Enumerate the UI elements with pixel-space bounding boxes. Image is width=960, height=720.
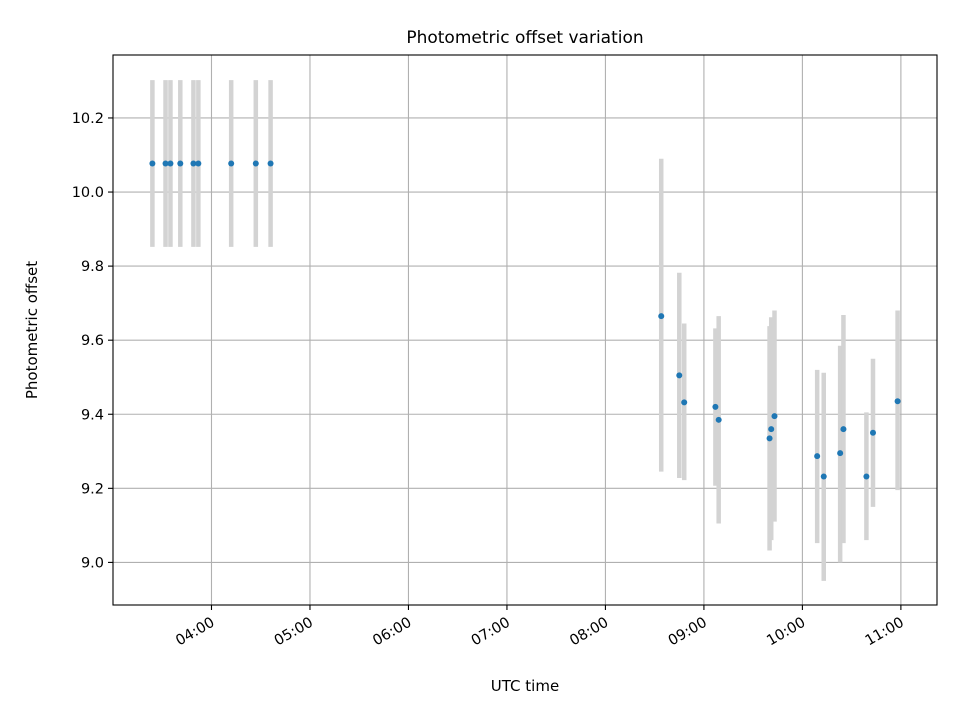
data-point bbox=[228, 160, 235, 167]
data-point bbox=[681, 399, 688, 406]
data-point bbox=[177, 160, 184, 167]
y-tick-label: 9.8 bbox=[81, 259, 104, 275]
x-axis-label: UTC time bbox=[491, 677, 559, 695]
data-point bbox=[771, 413, 778, 420]
data-point bbox=[814, 453, 821, 460]
y-tick-label: 9.6 bbox=[81, 333, 104, 349]
data-point bbox=[252, 160, 259, 167]
data-point bbox=[768, 426, 775, 433]
plot-area-background bbox=[113, 55, 937, 605]
data-point bbox=[162, 160, 169, 167]
data-point bbox=[190, 160, 197, 167]
y-axis-label: Photometric offset bbox=[23, 261, 41, 399]
y-tick-label: 10.2 bbox=[72, 111, 104, 127]
data-point bbox=[658, 313, 665, 320]
y-axis-ticks: 9.0 9.2 9.4 9.6 9.8 10.0 10.2 bbox=[72, 111, 113, 571]
grid-lines bbox=[113, 55, 937, 605]
y-tick-label: 9.2 bbox=[81, 481, 104, 497]
data-markers bbox=[149, 160, 901, 480]
data-point bbox=[267, 160, 274, 167]
data-point bbox=[894, 398, 901, 405]
data-point bbox=[676, 372, 683, 379]
data-point bbox=[840, 426, 847, 433]
data-point bbox=[167, 160, 174, 167]
data-point bbox=[712, 403, 719, 410]
plot-area-frame bbox=[112, 54, 938, 606]
data-point bbox=[149, 160, 156, 167]
data-point bbox=[766, 435, 773, 442]
y-tick-label: 9.4 bbox=[81, 407, 104, 423]
y-tick-label: 9.0 bbox=[81, 555, 104, 571]
data-point bbox=[837, 450, 844, 457]
data-point bbox=[715, 416, 722, 423]
data-point bbox=[869, 429, 876, 436]
chart-title: Photometric offset variation bbox=[406, 28, 643, 48]
data-point bbox=[863, 473, 870, 480]
data-point bbox=[195, 160, 202, 167]
y-tick-label: 10.0 bbox=[72, 185, 104, 201]
data-point bbox=[820, 473, 827, 480]
